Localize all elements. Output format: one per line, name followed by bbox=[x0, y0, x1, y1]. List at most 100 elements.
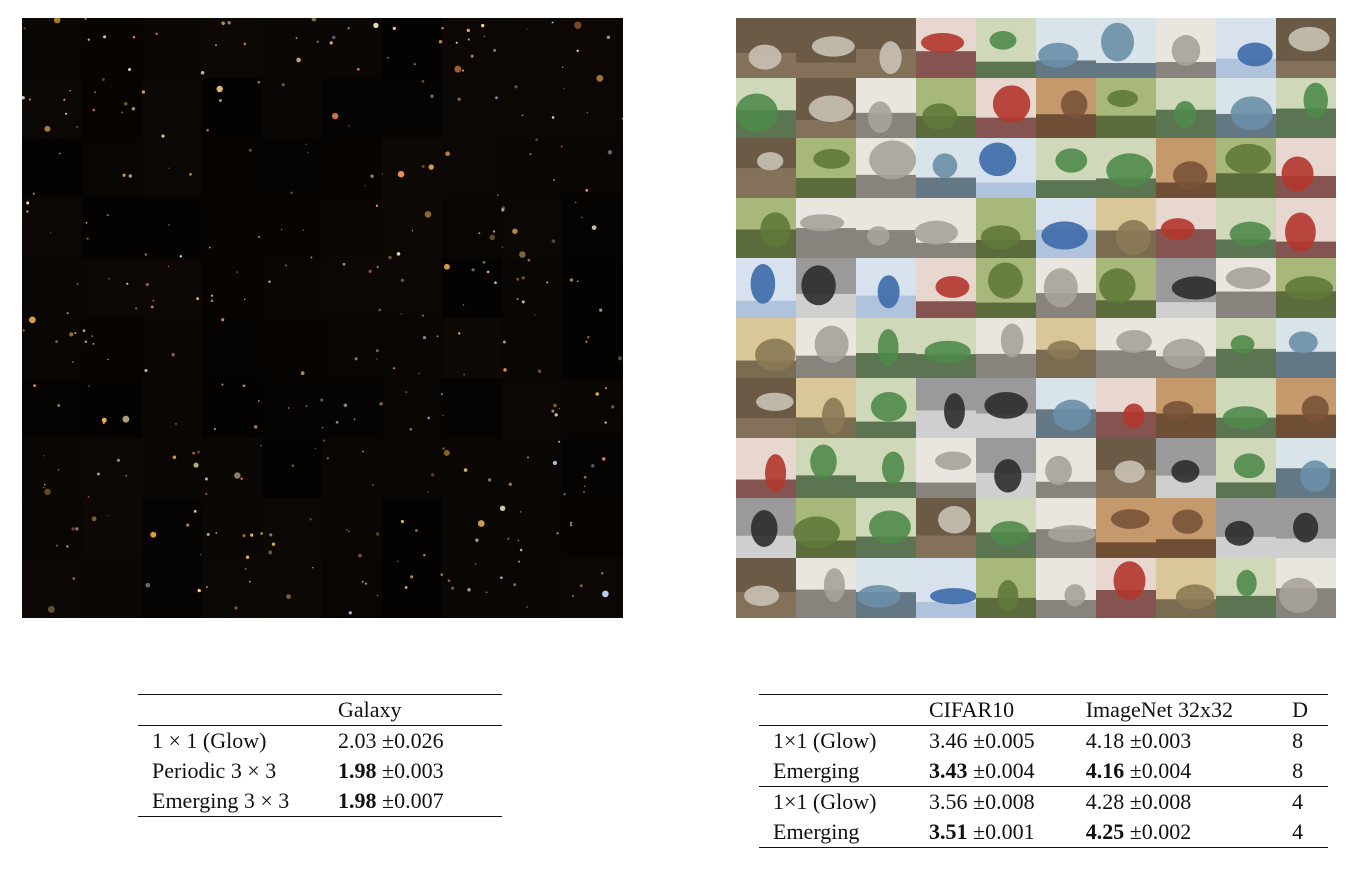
galaxy-dot bbox=[534, 313, 536, 316]
galaxy-dot bbox=[471, 268, 475, 272]
sample-object bbox=[1053, 399, 1092, 431]
sample-object bbox=[1229, 221, 1271, 247]
galaxy-tile bbox=[502, 198, 563, 259]
galaxy-dot bbox=[372, 484, 374, 486]
galaxy-tile bbox=[22, 498, 83, 559]
table-row: 1×1 (Glow) 3.56 ±0.008 4.28 ±0.008 4 bbox=[759, 786, 1328, 817]
galaxy-tile bbox=[382, 198, 443, 259]
galaxy-dot bbox=[172, 455, 177, 460]
galaxy-dot bbox=[521, 300, 525, 304]
galaxy-dot bbox=[342, 262, 346, 266]
galaxy-dot bbox=[454, 65, 462, 73]
galaxy-dot bbox=[88, 385, 90, 387]
table-row: Periodic 3 × 3 1.98 ±0.003 bbox=[138, 756, 502, 786]
galaxy-tile bbox=[502, 258, 563, 319]
galaxy-dot bbox=[514, 85, 518, 89]
value: 4.25 bbox=[1085, 819, 1125, 844]
sample-object bbox=[870, 392, 907, 422]
galaxy-dot bbox=[409, 428, 413, 431]
sample-ground bbox=[1216, 348, 1276, 379]
galaxy-tile bbox=[82, 438, 143, 499]
galaxy-dot bbox=[526, 28, 528, 30]
sample-object bbox=[877, 329, 899, 366]
imagenet-cell: 4.18 ±0.003 bbox=[1072, 726, 1278, 757]
galaxy-dot bbox=[353, 418, 356, 421]
sample-object bbox=[1107, 90, 1139, 108]
galaxy-dot bbox=[221, 383, 224, 386]
galaxy-dot bbox=[128, 174, 132, 178]
galaxy-dot bbox=[33, 384, 37, 388]
galaxy-dot bbox=[560, 145, 563, 148]
galaxy-dot bbox=[553, 403, 557, 408]
galaxy-dot bbox=[253, 425, 258, 429]
galaxy-dot bbox=[551, 409, 555, 413]
galaxy-dot bbox=[53, 18, 61, 24]
sample-object bbox=[990, 521, 1030, 546]
sample-object bbox=[1224, 520, 1254, 546]
galaxy-dot bbox=[521, 276, 525, 280]
galaxy-dot bbox=[535, 138, 539, 142]
sample-object bbox=[1281, 156, 1314, 192]
sample-object bbox=[1172, 509, 1203, 534]
galaxy-dot bbox=[291, 464, 295, 468]
sample-object bbox=[924, 340, 971, 364]
sample-object bbox=[811, 36, 855, 57]
galaxy-dot bbox=[329, 41, 333, 45]
galaxy-tile bbox=[82, 318, 143, 379]
galaxy-dot bbox=[250, 533, 254, 537]
sample-object bbox=[1115, 219, 1151, 255]
cifar-samples-image bbox=[736, 18, 1336, 618]
galaxy-dot bbox=[486, 270, 490, 274]
galaxy-dot bbox=[215, 532, 218, 534]
sample-ground bbox=[736, 168, 796, 199]
galaxy-tile bbox=[202, 138, 263, 199]
method-cell: 1×1 (Glow) bbox=[759, 786, 915, 817]
galaxy-dot bbox=[22, 329, 25, 332]
galaxy-dot bbox=[75, 527, 79, 531]
sample-ground bbox=[796, 228, 856, 259]
galaxy-dot bbox=[445, 151, 450, 157]
galaxy-dot bbox=[519, 548, 523, 552]
galaxy-tile bbox=[562, 318, 623, 379]
sample-ground bbox=[916, 51, 976, 82]
galaxy-dot bbox=[500, 576, 503, 580]
galaxy-dot bbox=[466, 28, 470, 33]
galaxy-dot bbox=[400, 278, 405, 282]
galaxy-dot bbox=[305, 405, 308, 408]
galaxy-dot bbox=[347, 27, 350, 30]
galaxy-tile bbox=[442, 558, 503, 618]
galaxy-dot bbox=[393, 367, 396, 370]
galaxy-dot bbox=[97, 472, 100, 476]
galaxy-dot bbox=[87, 38, 91, 41]
std: ±0.003 bbox=[1129, 728, 1192, 753]
sample-object bbox=[800, 214, 845, 232]
galaxy-dot bbox=[483, 35, 486, 38]
galaxy-dot bbox=[346, 529, 348, 531]
galaxy-dot bbox=[587, 335, 590, 339]
galaxy-dot bbox=[368, 269, 372, 273]
galaxy-tile bbox=[202, 438, 263, 499]
galaxy-tile bbox=[502, 318, 563, 379]
galaxy-tile bbox=[22, 138, 83, 199]
galaxy-dot bbox=[295, 37, 298, 39]
std: ±0.008 bbox=[973, 789, 1035, 814]
galaxy-dot bbox=[546, 281, 549, 284]
galaxy-dot bbox=[475, 538, 479, 542]
sample-object bbox=[1160, 218, 1195, 241]
galaxy-dot bbox=[332, 35, 336, 40]
galaxy-dot bbox=[569, 521, 573, 524]
galaxy-tile bbox=[562, 378, 623, 439]
galaxy-dot bbox=[285, 264, 288, 267]
galaxy-tile bbox=[442, 378, 503, 439]
sample-object bbox=[1038, 42, 1079, 68]
galaxy-dot bbox=[281, 83, 285, 87]
galaxy-dot bbox=[320, 398, 324, 402]
galaxy-tile bbox=[142, 498, 203, 559]
sample-object bbox=[1043, 268, 1078, 308]
galaxy-dot bbox=[422, 335, 427, 340]
sample-object bbox=[920, 32, 965, 53]
galaxy-tile bbox=[142, 18, 203, 79]
galaxy-dot bbox=[175, 423, 177, 425]
galaxy-dot bbox=[585, 340, 588, 343]
galaxy-dot bbox=[210, 299, 214, 303]
